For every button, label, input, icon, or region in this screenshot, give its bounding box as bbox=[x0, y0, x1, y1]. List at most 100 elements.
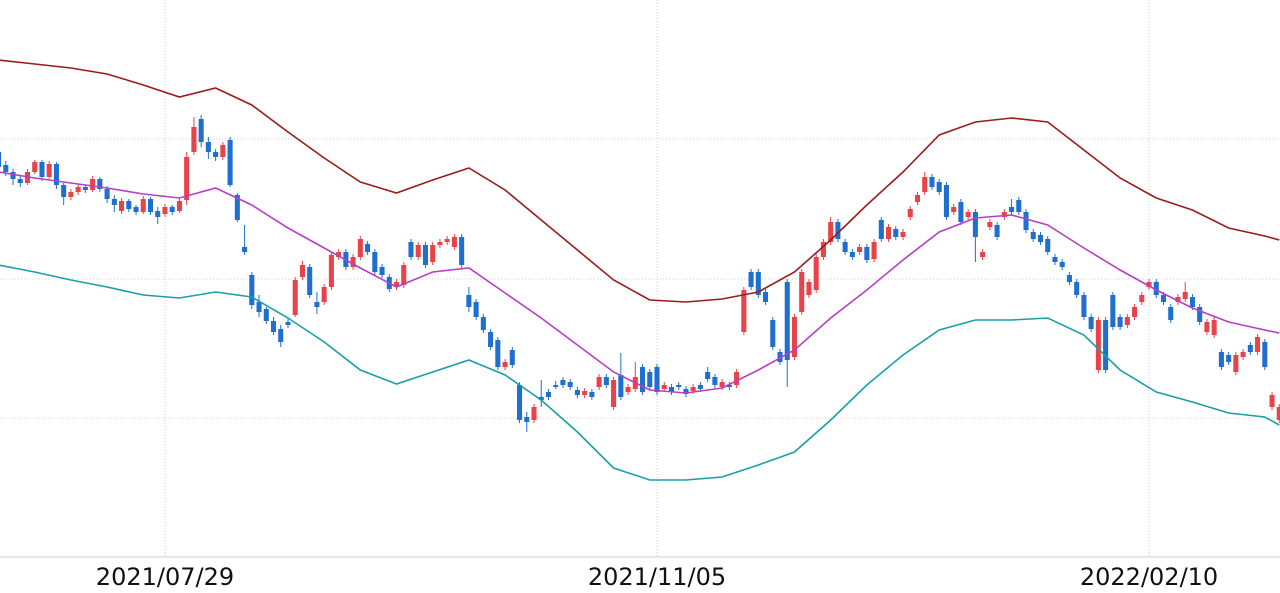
candle-body bbox=[886, 227, 892, 239]
candle-body bbox=[299, 265, 305, 277]
candle-body bbox=[712, 377, 718, 385]
candle-body bbox=[828, 222, 834, 242]
candle-body bbox=[133, 207, 139, 212]
candle-body bbox=[205, 142, 211, 152]
candle-body bbox=[951, 207, 957, 212]
candle-body bbox=[582, 391, 588, 395]
candle-body bbox=[1175, 297, 1181, 302]
candle-body bbox=[524, 417, 530, 422]
candle-body bbox=[958, 202, 964, 222]
candle-body bbox=[155, 211, 161, 217]
candle-body bbox=[1262, 342, 1268, 367]
candle-body bbox=[365, 244, 371, 252]
candle-body bbox=[1037, 235, 1044, 242]
candle-body bbox=[618, 375, 624, 397]
candle-body bbox=[871, 242, 877, 259]
candle-body bbox=[401, 265, 407, 285]
candle-body bbox=[119, 201, 125, 211]
candle-body bbox=[1211, 320, 1217, 335]
candle-body bbox=[408, 242, 414, 257]
candle-body bbox=[972, 212, 978, 237]
candle-body bbox=[1117, 317, 1123, 327]
candle-body bbox=[321, 287, 327, 302]
candle-body bbox=[893, 229, 899, 237]
candle-body bbox=[690, 387, 696, 391]
candle-body bbox=[17, 179, 23, 183]
candle-body bbox=[350, 257, 356, 267]
candle-body bbox=[763, 292, 769, 302]
candle-body bbox=[220, 145, 226, 157]
candle-body bbox=[705, 372, 711, 379]
candle-body bbox=[227, 140, 233, 185]
candle-body bbox=[1139, 295, 1145, 302]
candle-body bbox=[1059, 262, 1065, 267]
candle-body bbox=[1132, 307, 1138, 317]
candle-body bbox=[1023, 212, 1029, 230]
candle-body bbox=[835, 222, 841, 239]
candle-body bbox=[741, 290, 747, 332]
candle-body bbox=[430, 245, 436, 262]
candle-body bbox=[560, 380, 566, 385]
candle-body bbox=[1189, 297, 1195, 307]
candle-body bbox=[1240, 352, 1246, 357]
candle-body bbox=[90, 179, 96, 190]
candle-body bbox=[553, 385, 559, 387]
candle-body bbox=[676, 385, 682, 387]
candle-body bbox=[97, 179, 103, 189]
candle-body bbox=[0, 152, 2, 167]
candle-body bbox=[683, 389, 689, 394]
candle-body bbox=[784, 282, 790, 360]
candle-body bbox=[1146, 282, 1152, 287]
candle-body bbox=[473, 302, 479, 317]
candle-body bbox=[1110, 295, 1116, 327]
candle-body bbox=[965, 212, 971, 217]
candle-body bbox=[104, 189, 110, 199]
candle-body bbox=[994, 225, 1000, 237]
candle-body bbox=[162, 207, 168, 214]
candle-body bbox=[1052, 257, 1058, 262]
candle-body bbox=[1066, 275, 1072, 282]
candle-body bbox=[169, 207, 175, 212]
candle-body bbox=[697, 385, 703, 389]
candle-body bbox=[567, 382, 573, 387]
candle-body bbox=[509, 350, 515, 365]
candle-body bbox=[46, 164, 52, 177]
candle-body bbox=[719, 382, 725, 387]
candle-body bbox=[625, 387, 631, 392]
candle-body bbox=[936, 182, 942, 192]
candle-body bbox=[39, 162, 45, 177]
candle-body bbox=[777, 352, 783, 362]
x-tick-label: 2021/11/05 bbox=[588, 563, 726, 591]
candle-body bbox=[285, 322, 291, 325]
candle-body bbox=[502, 362, 508, 367]
candle-body bbox=[328, 255, 334, 287]
candle-body bbox=[176, 201, 182, 211]
candle-body bbox=[278, 329, 284, 342]
candle-body bbox=[538, 397, 544, 400]
candle-body bbox=[75, 187, 81, 192]
candle-body bbox=[1276, 407, 1280, 420]
candle-body bbox=[1233, 355, 1239, 372]
candle-body bbox=[1160, 295, 1167, 302]
candle-body bbox=[531, 407, 537, 420]
candle-body bbox=[799, 272, 805, 312]
candle-body bbox=[980, 252, 986, 257]
candle-body bbox=[126, 201, 132, 209]
candle-body bbox=[1095, 320, 1101, 370]
candle-body bbox=[1016, 200, 1022, 212]
candle-body bbox=[647, 372, 653, 387]
candle-body bbox=[914, 195, 921, 202]
candle-body bbox=[1269, 395, 1275, 407]
candle-body bbox=[495, 340, 501, 367]
candle-body bbox=[791, 317, 798, 357]
candle-body bbox=[734, 372, 740, 385]
candle-body bbox=[372, 252, 378, 272]
candle-body bbox=[242, 247, 248, 252]
candle-body bbox=[61, 185, 67, 197]
candle-body bbox=[256, 302, 262, 312]
candle-body bbox=[307, 267, 313, 295]
candle-body bbox=[184, 157, 190, 200]
candle-body bbox=[1197, 307, 1203, 322]
candle-body bbox=[1168, 307, 1174, 320]
